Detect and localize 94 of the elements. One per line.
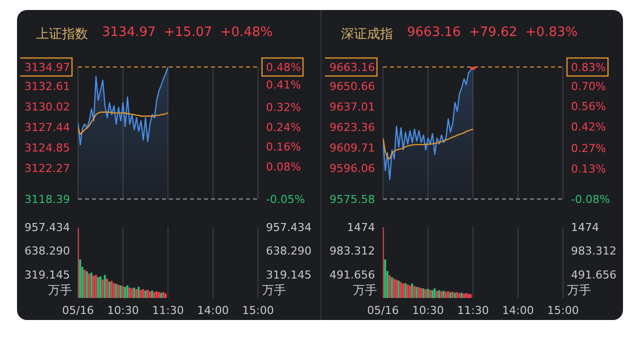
chart-title: 深证成指 xyxy=(341,26,393,43)
y-tick-label: 3132.61 xyxy=(24,80,70,93)
bar xyxy=(99,276,102,298)
y-tick-label: 3130.02 xyxy=(24,100,70,114)
x-tick-label: 10:30 xyxy=(107,304,139,317)
y2-tick-label: 957.434 xyxy=(266,221,312,234)
bar xyxy=(146,290,149,298)
bar xyxy=(456,292,458,298)
bar xyxy=(138,286,140,298)
bar xyxy=(470,294,472,298)
y-tick-label: 9596.06 xyxy=(330,162,375,176)
y2-tick-label: 0.24% xyxy=(266,120,301,134)
bar xyxy=(408,285,411,298)
y2-tick-label: 983.312 xyxy=(571,244,616,258)
bar xyxy=(164,294,167,298)
y-tick-label: 957.434 xyxy=(24,221,70,234)
y-tick-label: 491.656 xyxy=(330,268,375,282)
x-tick-label: 14:00 xyxy=(197,304,229,317)
bar xyxy=(112,283,115,298)
y2-tick-label: 638.290 xyxy=(266,244,312,258)
bar xyxy=(128,288,131,298)
bar xyxy=(92,276,95,298)
y-tick-label: 319.145 xyxy=(24,268,70,282)
y-tick-label: 9637.01 xyxy=(330,100,375,114)
y-tick-label: 1474 xyxy=(347,221,375,234)
bar xyxy=(140,290,142,298)
bar xyxy=(158,292,160,298)
y2-axis-title: 万手 xyxy=(261,282,287,299)
y-tick-label: 3118.39 xyxy=(24,193,70,206)
y2-axis-title: 万手 xyxy=(566,282,592,299)
bar xyxy=(94,275,97,298)
chart-subtitle: 9663.16 +79.62 +0.83% xyxy=(407,25,578,40)
bar xyxy=(108,282,110,298)
y2-tick-label: 0.27% xyxy=(571,142,606,156)
y-tick-label: 9609.71 xyxy=(330,142,375,155)
bar xyxy=(126,285,128,298)
y-tick-label: 3124.85 xyxy=(24,142,70,155)
line-series xyxy=(383,128,474,160)
y-tick-label: 3134.97 xyxy=(24,61,70,74)
x-tick-label: 14:00 xyxy=(502,304,534,317)
y-tick-label: 9663.16 xyxy=(330,61,375,74)
bar xyxy=(465,293,468,298)
x-tick-label: 05/16 xyxy=(367,304,399,317)
bar xyxy=(458,293,460,298)
y-tick-label: 9650.66 xyxy=(330,80,375,93)
y2-tick-label: 0.42% xyxy=(571,120,606,134)
y2-tick-label: 319.145 xyxy=(266,268,312,282)
bar xyxy=(130,288,133,298)
y2-tick-label: 0.48% xyxy=(266,61,301,74)
x-tick-label: 11:30 xyxy=(152,304,184,317)
bar xyxy=(393,278,396,298)
bar xyxy=(106,278,108,298)
chart-title: 上证指数 xyxy=(36,26,88,43)
line-series xyxy=(78,112,169,136)
y-tick-label: 3127.44 xyxy=(24,120,70,134)
y-tick-label: 3122.27 xyxy=(24,162,70,176)
x-tick-label: 10:30 xyxy=(412,304,444,317)
bar xyxy=(79,259,82,298)
y-tick-label: 9623.36 xyxy=(330,120,375,134)
y2-tick-label: 1474 xyxy=(571,221,599,234)
bar xyxy=(102,279,104,298)
y2-tick-label: -0.08% xyxy=(571,193,610,206)
bar xyxy=(395,280,398,298)
bar xyxy=(384,259,386,298)
x-tick-label: 05/16 xyxy=(62,304,94,317)
bar xyxy=(148,291,151,298)
bar xyxy=(467,294,470,298)
y-tick-label: 638.290 xyxy=(24,244,70,258)
bar xyxy=(124,286,126,298)
y-axis-title: 万手 xyxy=(47,282,72,299)
bar xyxy=(97,277,100,298)
x-tick-label: 15:00 xyxy=(242,304,274,317)
chart-subtitle: 3134.97 +15.07 +0.48% xyxy=(102,25,273,40)
bar xyxy=(156,291,158,298)
bar xyxy=(406,284,409,298)
y2-tick-label: 0.32% xyxy=(266,100,301,114)
y2-tick-label: 0.70% xyxy=(571,80,606,93)
y2-tick-label: 0.08% xyxy=(266,160,301,174)
x-tick-label: 15:00 xyxy=(547,304,579,317)
y-tick-label: 9575.58 xyxy=(330,193,375,206)
y2-tick-label: -0.05% xyxy=(266,193,305,206)
y2-tick-label: 0.56% xyxy=(571,100,606,114)
bar xyxy=(434,288,436,298)
y2-tick-label: 0.16% xyxy=(266,140,301,154)
x-tick-label: 11:30 xyxy=(457,304,489,317)
bar xyxy=(436,290,438,298)
y2-tick-label: 0.13% xyxy=(571,162,606,176)
y-tick-label: 983.312 xyxy=(330,244,375,258)
y-axis-title: 万手 xyxy=(352,282,377,299)
y2-tick-label: 0.41% xyxy=(266,78,301,92)
y2-tick-label: 491.656 xyxy=(571,268,616,282)
bar xyxy=(104,275,106,298)
y2-tick-label: 0.83% xyxy=(571,61,606,74)
bar xyxy=(110,280,113,298)
